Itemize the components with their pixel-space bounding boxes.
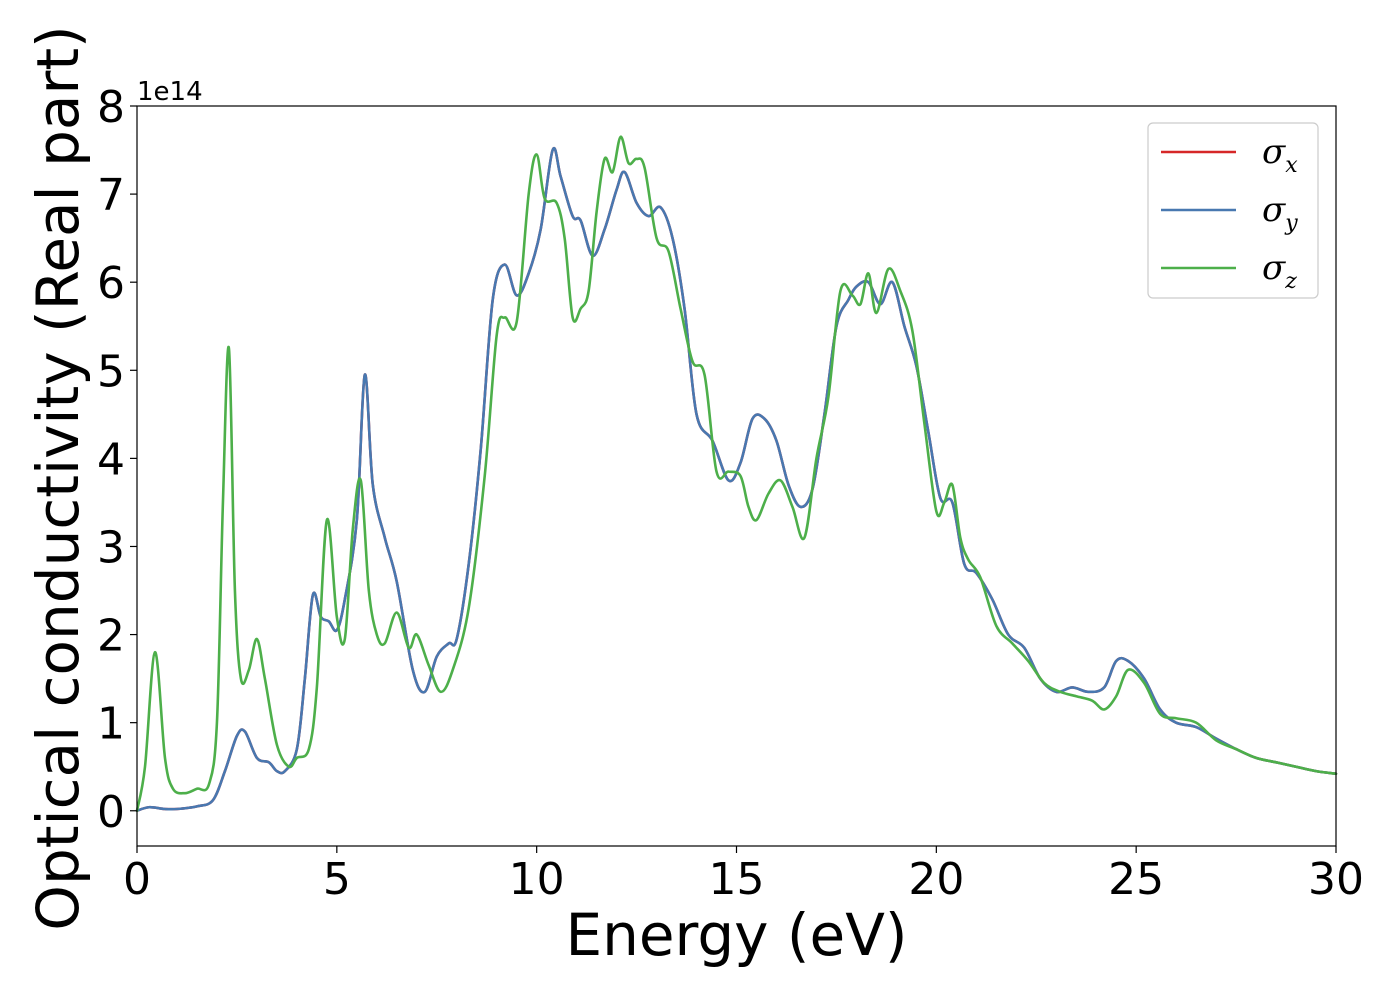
y-tick-label: 3 — [97, 522, 125, 573]
x-axis: 0 5 10 15 20 25 30 — [123, 846, 1364, 905]
y-tick-label: 5 — [97, 346, 125, 397]
legend-subscript: z — [1284, 269, 1297, 294]
series-layer — [135, 135, 1338, 813]
x-tick-label: 10 — [509, 854, 565, 905]
y-tick-label: 6 — [97, 258, 125, 309]
legend-label-x: σx — [1262, 132, 1298, 178]
y-tick-label: 1 — [97, 699, 125, 750]
series-line-z — [135, 135, 1338, 813]
x-tick-label: 0 — [123, 854, 151, 905]
legend-subscript: y — [1284, 211, 1298, 236]
x-tick-label: 30 — [1308, 854, 1364, 905]
x-tick-label: 5 — [323, 854, 351, 905]
x-axis-title: Energy (eV) — [565, 901, 907, 969]
legend-subscript: x — [1285, 153, 1298, 178]
y-axis-title: Optical conductivity (Real part) — [24, 25, 92, 930]
x-tick-label: 20 — [908, 854, 964, 905]
y-tick-label: 2 — [97, 611, 125, 662]
y-offset-label: 1e14 — [137, 77, 203, 107]
y-tick-label: 4 — [97, 434, 125, 485]
x-tick-label: 25 — [1108, 854, 1164, 905]
y-tick-label: 0 — [97, 787, 125, 838]
y-tick-label: 8 — [97, 82, 125, 133]
y-axis: 0 1 2 3 4 5 6 7 8 — [97, 82, 137, 838]
x-tick-label: 15 — [709, 854, 765, 905]
y-tick-label: 7 — [97, 170, 125, 221]
